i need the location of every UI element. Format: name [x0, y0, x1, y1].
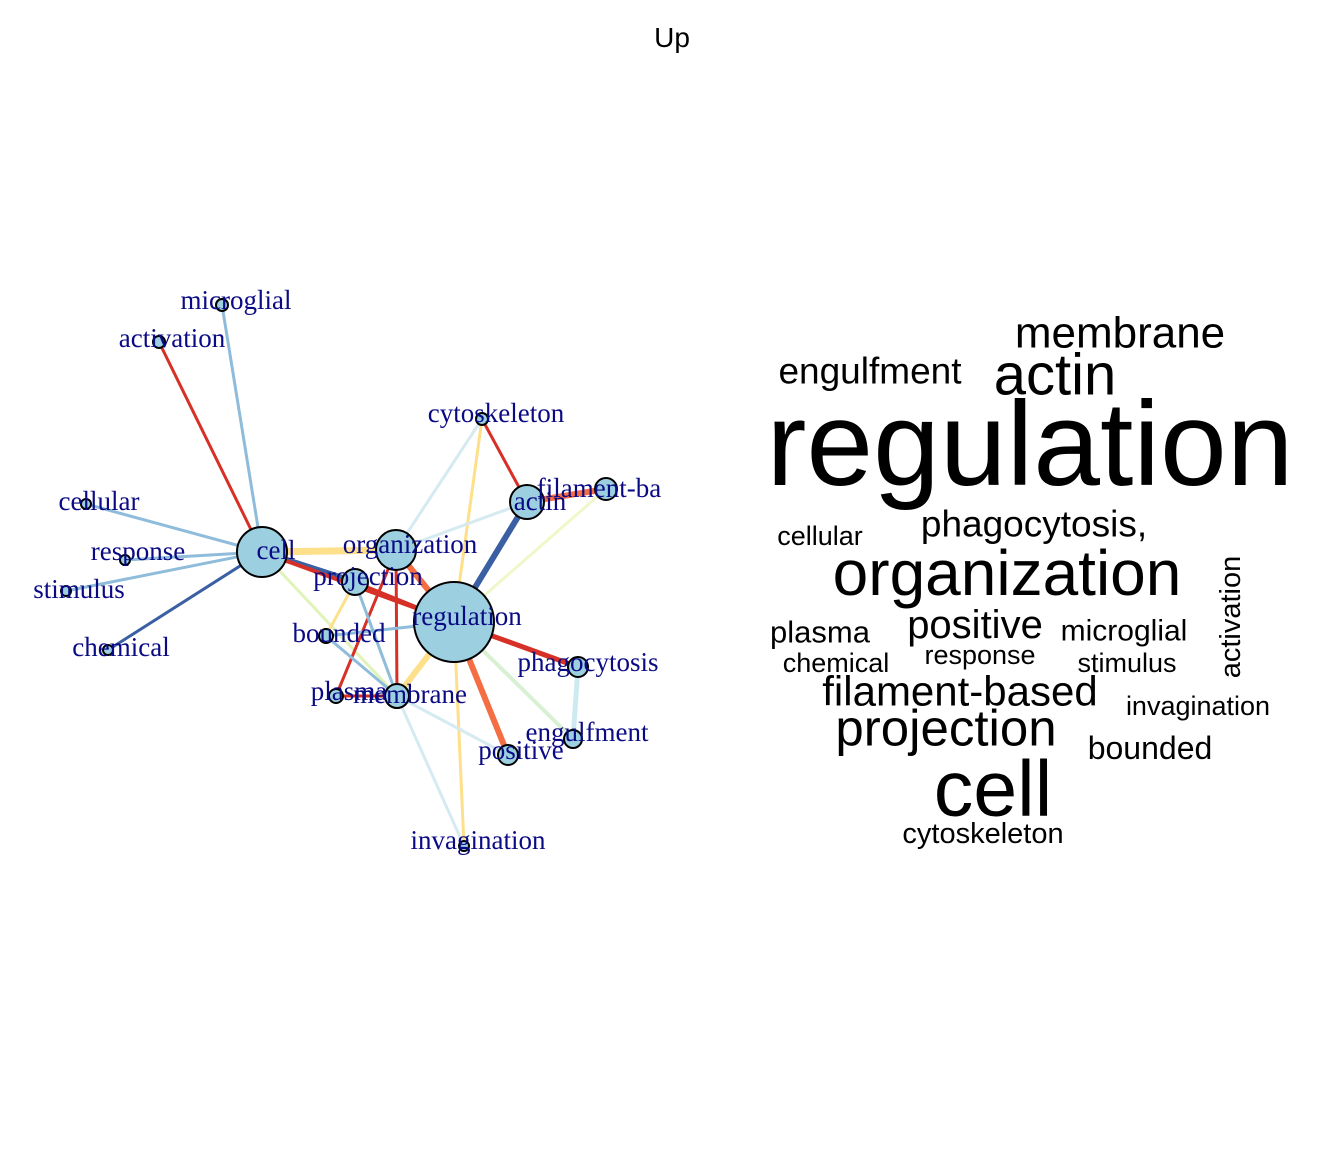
- edge-bounded-membrane: [324, 634, 399, 698]
- cloud-word-projection: projection: [835, 700, 1056, 757]
- node-label-cytoskeleton: cytoskeleton: [428, 398, 565, 428]
- node-chemical: [102, 644, 114, 656]
- node-cellular: [80, 498, 92, 510]
- network-nodes: [60, 298, 618, 852]
- cloud-word-chemical: chemical: [783, 648, 890, 678]
- node-label-cellular: cellular: [59, 486, 140, 516]
- node-engulfment: [563, 729, 583, 749]
- node-label-response: response: [91, 536, 185, 566]
- cloud-word-actin: actin: [994, 343, 1117, 408]
- cloud-word-positive: positive: [907, 603, 1043, 647]
- node-label-activation: activation: [119, 323, 226, 353]
- cloud-word-cell: cell: [934, 744, 1053, 833]
- cloud-word-response: response: [924, 640, 1035, 670]
- node-plasma: [328, 688, 344, 704]
- edge-actin-organization: [394, 500, 529, 552]
- edge-membrane-invagination: [395, 694, 466, 848]
- node-stimulus: [60, 585, 72, 597]
- node-projection: [341, 568, 369, 596]
- node-label-phagocytosis: phagocytosis: [518, 647, 659, 677]
- node-label-membrane: membrane: [353, 679, 467, 709]
- cloud-word-stimulus: stimulus: [1077, 648, 1176, 678]
- node-phagocytosis: [567, 656, 589, 678]
- node-label-projection: projection: [313, 561, 423, 591]
- node-label-invagination: invagination: [411, 825, 546, 855]
- edge-membrane-positive: [395, 694, 510, 757]
- node-label-stimulus: stimulus: [33, 574, 125, 604]
- chart-title: Up: [654, 22, 690, 53]
- edge-cell-membrane: [260, 550, 399, 698]
- edge-microglial-cell: [220, 303, 264, 554]
- edge-organization-membrane: [394, 548, 399, 698]
- edge-projection-membrane: [353, 580, 399, 698]
- cloud-word-organization: organization: [833, 537, 1182, 609]
- network-edges: [64, 303, 609, 848]
- edge-phagocytosis-engulfment: [570, 664, 581, 742]
- cloud-word-regulation: regulation: [766, 377, 1293, 511]
- node-label-cell: cell: [257, 535, 296, 565]
- node-regulation: [413, 581, 495, 663]
- edge-stimulus-cell: [64, 550, 264, 593]
- node-label-regulation: regulation: [412, 601, 522, 631]
- term-network: microglial activation cytoskeleton filament…: [33, 285, 661, 855]
- cloud-word-engulfment: engulfment: [778, 351, 962, 392]
- node-label-plasma: plasma: [311, 676, 387, 706]
- node-cell: [236, 526, 288, 578]
- node-actin: [509, 484, 545, 520]
- cloud-word-cytoskeleton: cytoskeleton: [902, 818, 1063, 850]
- node-label-microglial: microglial: [181, 285, 292, 315]
- cloud-word-plasma: plasma: [770, 615, 871, 650]
- edge-organization-plasma: [334, 548, 398, 698]
- node-label-engulfment: engulfment: [526, 717, 649, 747]
- edge-cellular-cell: [84, 502, 264, 554]
- edge-activation-cell: [157, 340, 264, 554]
- node-cytoskeleton: [475, 412, 489, 426]
- network-labels: microglial activation cytoskeleton filament…: [33, 285, 661, 855]
- node-label-chemical: chemical: [72, 632, 169, 662]
- node-invagination: [458, 840, 470, 852]
- node-label-filament: filament-ba: [537, 473, 661, 503]
- node-membrane: [384, 683, 410, 709]
- node-microglial: [215, 298, 229, 312]
- node-organization: [375, 529, 417, 571]
- edge-cytoskeleton-organization: [394, 417, 484, 552]
- node-label-organization: organization: [343, 529, 478, 559]
- cloud-word-bounded: bounded: [1088, 730, 1213, 766]
- cloud-word-invagination: invagination: [1126, 691, 1270, 721]
- node-label-bounded: bounded: [293, 618, 386, 648]
- cloud-word-phagocytosis: phagocytosis,: [921, 504, 1147, 545]
- node-label-positive: positive: [478, 735, 564, 765]
- cloud-word-filament-based: filament-based: [822, 668, 1097, 715]
- node-positive: [497, 744, 519, 766]
- cloud-word-microglial: microglial: [1061, 615, 1188, 648]
- cloud-word-activation: activation: [1215, 556, 1247, 679]
- node-label-actin: actin: [514, 486, 567, 516]
- cloud-word-membrane: membrane: [1015, 309, 1225, 358]
- node-bounded: [318, 628, 334, 644]
- cloud-word-cellular: cellular: [777, 521, 863, 551]
- node-activation: [152, 335, 166, 349]
- node-response: [119, 554, 131, 566]
- node-filament: [594, 477, 618, 501]
- edge-chemical-cell: [106, 550, 264, 652]
